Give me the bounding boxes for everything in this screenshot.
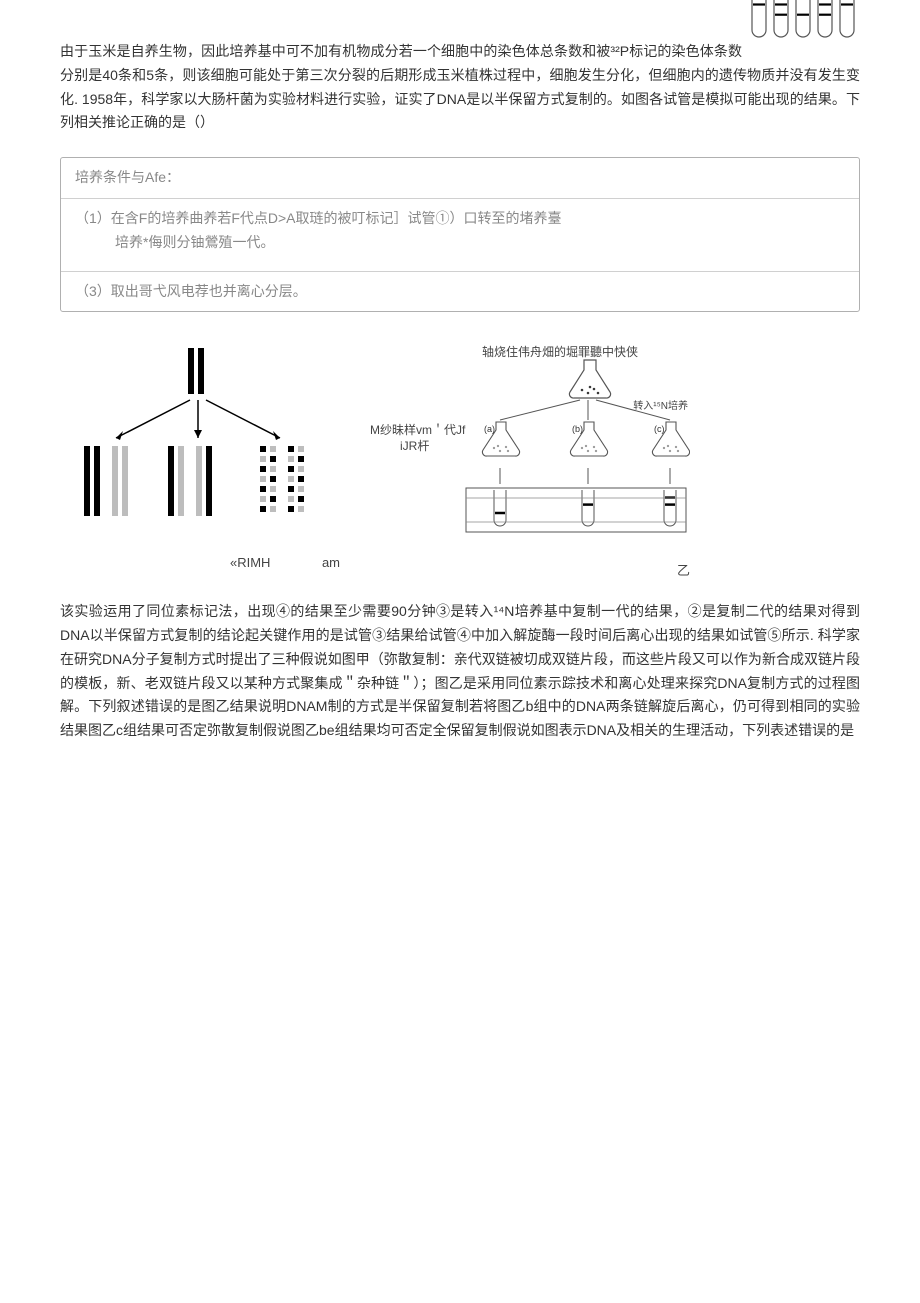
fig-left-caption-l: «RIMH [230,552,270,574]
figure-area: «RIMH am 轴烧住伟舟畑的堀罪聽中快侠 转入¹⁵N培养 M纱昧样vm＇代J… [60,342,860,582]
transfer-label: 转入¹⁵N培养 [633,398,688,415]
step-1: （1）在含F的培养曲养若F代点D>A取琏的被叮标记］试管①）口转至的堵养臺 培养… [61,198,859,271]
steps-box: 培养条件与Afe： （1）在含F的培养曲养若F代点D>A取琏的被叮标记］试管①）… [60,157,860,312]
svg-text:(a): (a) [484,424,495,434]
fig-left-caption-r: am [322,552,340,574]
steps-title: 培养条件与Afe： [61,158,859,198]
step-3: （3）取出哥弋风电荐也并离心分层。 [61,271,859,312]
mid-label-2: iJR杆 [400,436,429,456]
svg-text:(b): (b) [572,424,583,434]
fig-right-top-label: 轴烧住伟舟畑的堀罪聽中快侠 [450,342,670,362]
step-1-text: （1）在含F的培养曲养若F代点D>A取琏的被叮标记］试管①）口转至的堵养臺 [75,210,562,226]
figure-right: 轴烧住伟舟畑的堀罪聽中快侠 转入¹⁵N培养 M纱昧样vm＇代Jf iJR杆 (a… [370,342,690,582]
tube-diagram [750,0,860,46]
svg-text:(c): (c) [654,424,665,434]
chromosome-svg [60,342,340,542]
step-1-sub: 培养*侮则分铀鶯殖一代。 [75,231,845,263]
fig-right-zi: 乙 [677,560,690,582]
figure-left: «RIMH am [60,342,340,574]
intro-paragraph: 由于玉米是自养生物，因此培养基中可不加有机物成分若一个细胞中的染色体总条数和被³… [60,40,860,135]
conclusion-paragraph: 该实验运用了同位素标记法，出现④的结果至少需要90分钟③是转入¹⁴N培养基中复制… [60,600,860,743]
